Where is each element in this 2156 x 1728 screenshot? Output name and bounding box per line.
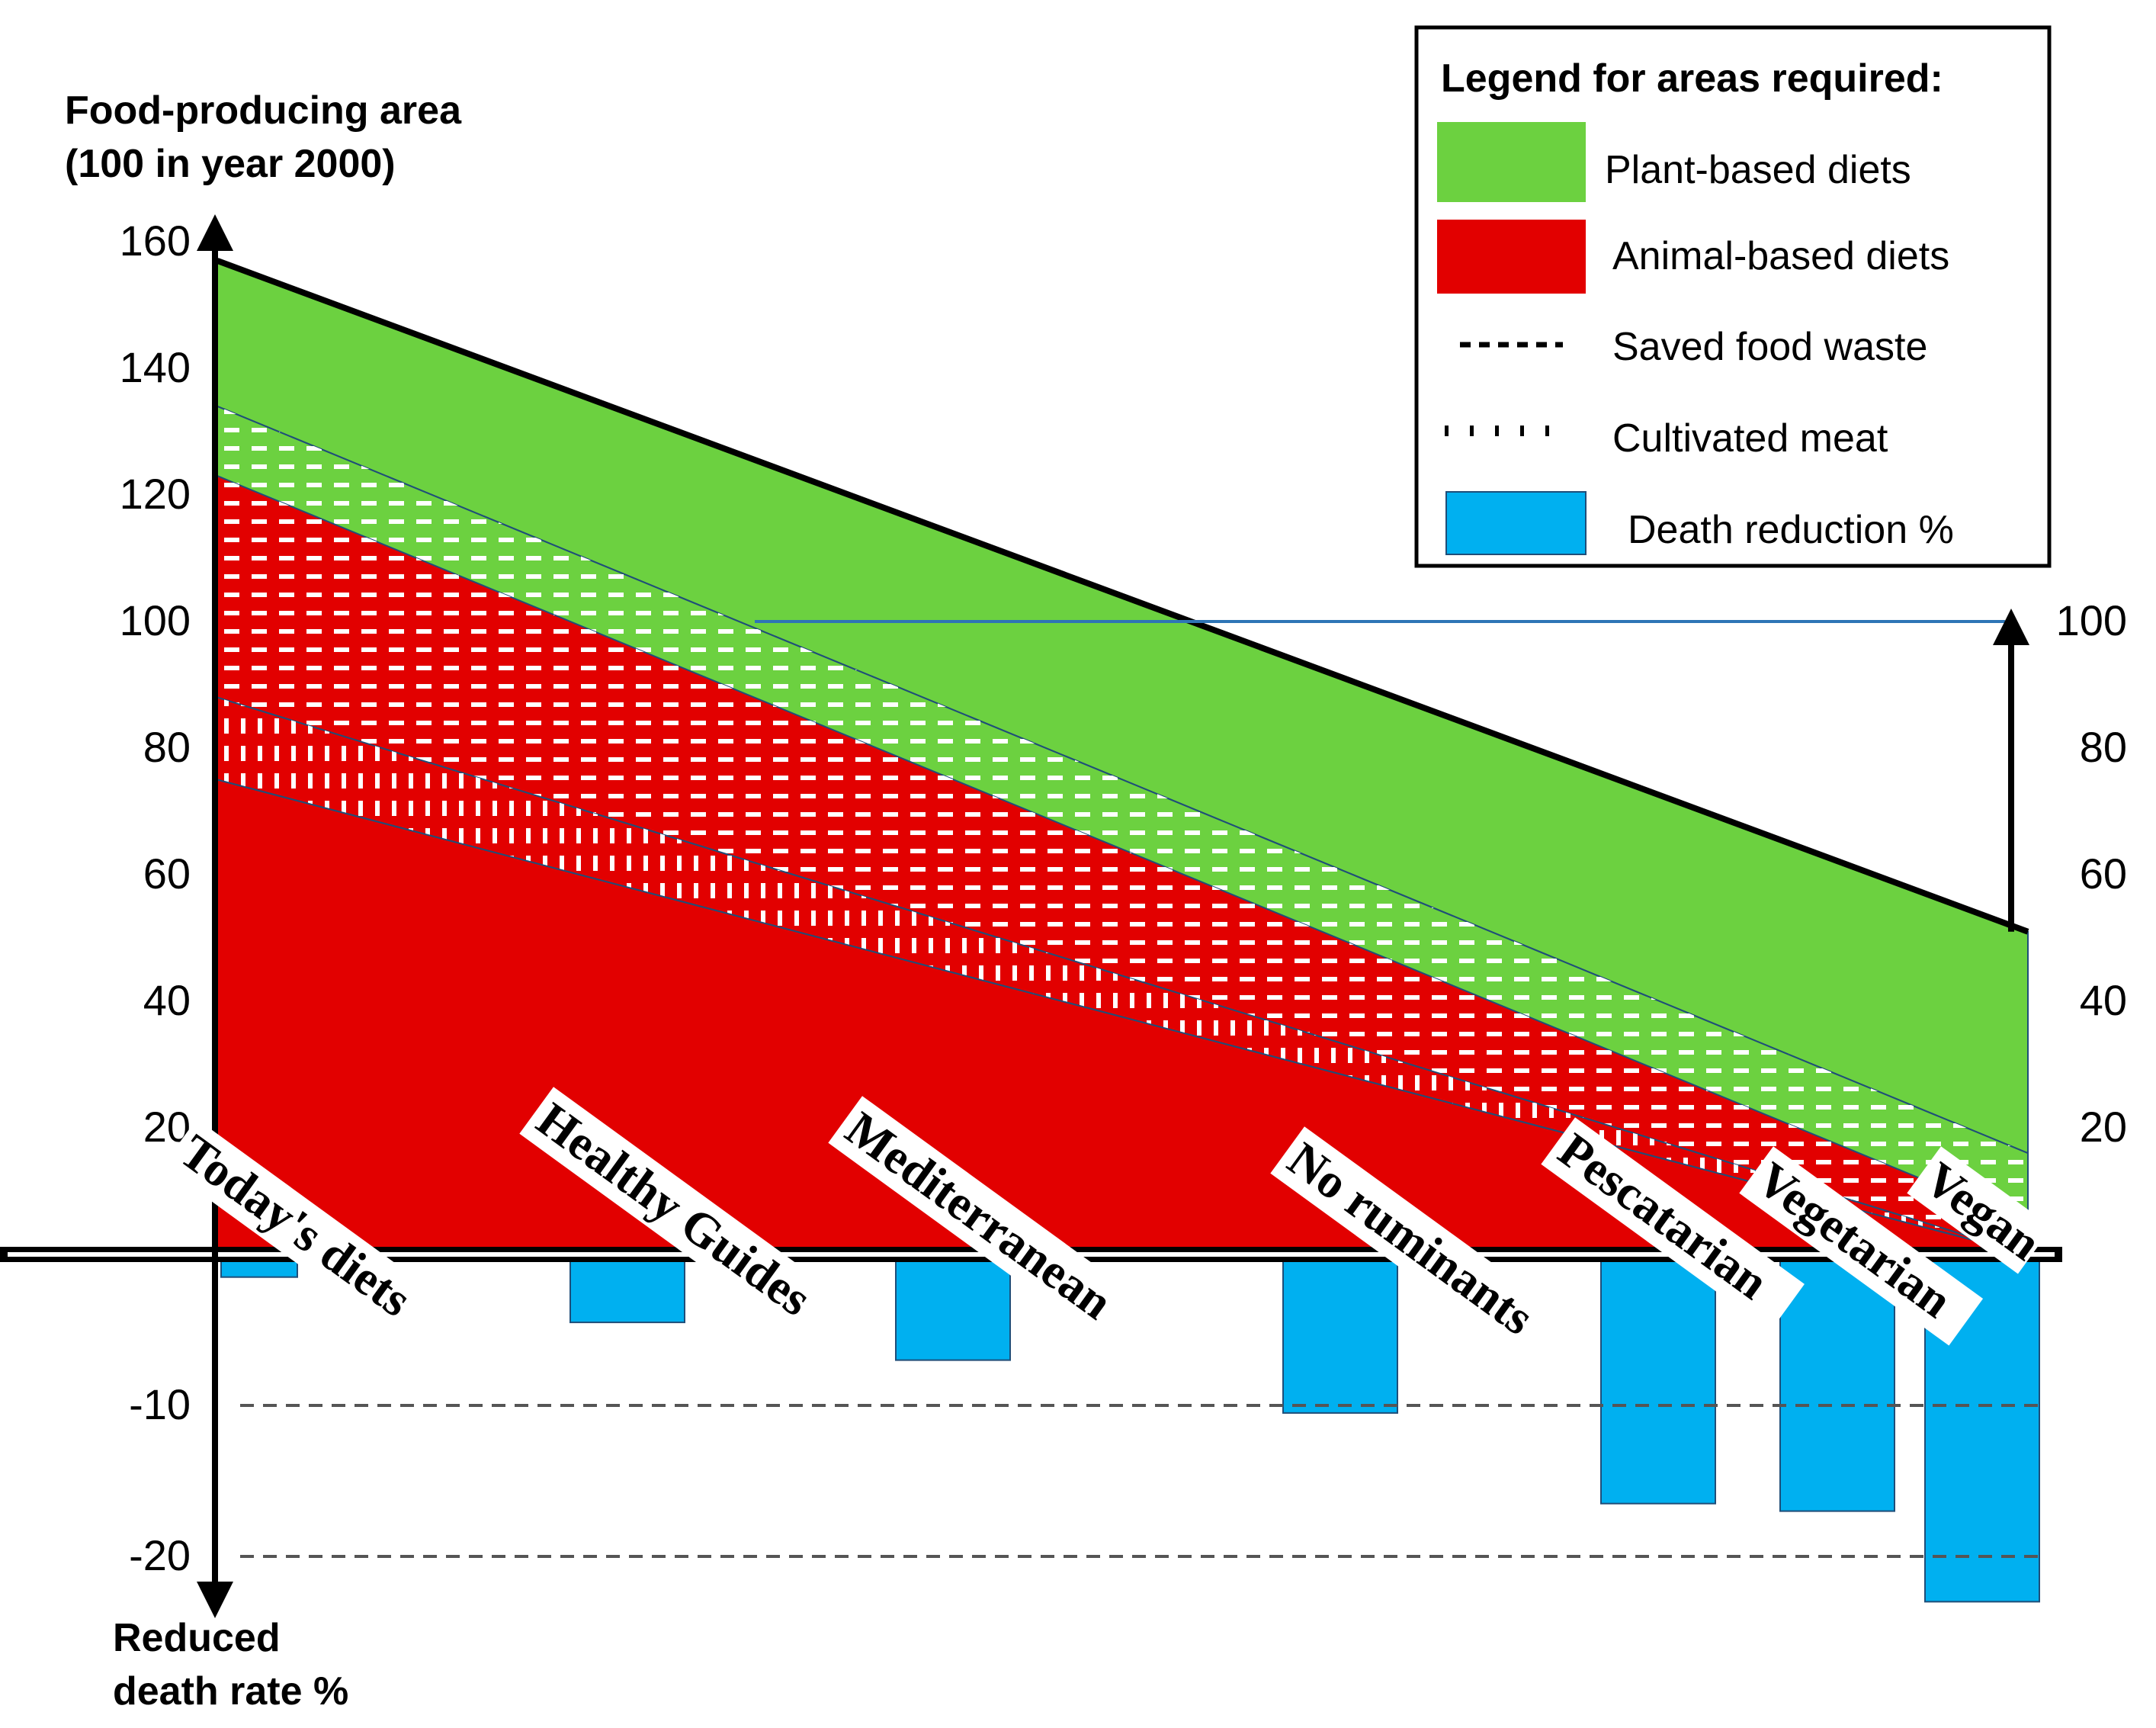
category-label-bg-5 bbox=[1739, 1146, 1984, 1346]
category-label-bg-0 bbox=[162, 1119, 466, 1361]
legend-label-waste: Saved food waste bbox=[1612, 325, 1927, 369]
category-label-bg-2 bbox=[828, 1096, 1131, 1338]
right-tick-60: 60 bbox=[2080, 850, 2127, 898]
category-label-bg-6 bbox=[1907, 1146, 2052, 1274]
legend-swatch-death bbox=[1445, 491, 1587, 555]
animal-cultivated-upper-hatch bbox=[217, 476, 2028, 1254]
legend-label-death: Death reduction % bbox=[1628, 508, 1954, 552]
category-label-bg-3 bbox=[1270, 1126, 1554, 1355]
legend-swatch-plant bbox=[1437, 122, 1586, 202]
y-axis-bottom-label-line1: Reduced bbox=[113, 1616, 281, 1660]
legend: Legend for areas required: Plant-based d… bbox=[1414, 25, 2052, 568]
right-tick-20: 20 bbox=[2080, 1103, 2127, 1151]
left-tick-60: 60 bbox=[143, 850, 191, 898]
legend-label-cultivated: Cultivated meat bbox=[1612, 416, 1888, 461]
y-axis-label-line2: (100 in year 2000) bbox=[65, 142, 396, 186]
death-bar-4 bbox=[1600, 1257, 1716, 1505]
death-bar-1 bbox=[569, 1257, 685, 1324]
left-tick-160: 160 bbox=[120, 217, 191, 265]
legend-label-animal: Animal-based diets bbox=[1612, 234, 1949, 278]
category-label-bg-4 bbox=[1541, 1117, 1805, 1331]
saved-food-waste-line bbox=[216, 258, 2029, 935]
legend-title: Legend for areas required: bbox=[1441, 56, 1943, 101]
category-label-bg-1 bbox=[519, 1087, 842, 1344]
left-tick-120: 120 bbox=[120, 470, 191, 518]
right-tick-40: 40 bbox=[2080, 976, 2127, 1024]
left-tick-80: 80 bbox=[143, 723, 191, 771]
left-tick-140: 140 bbox=[120, 343, 191, 391]
right-tick-80: 80 bbox=[2080, 723, 2127, 771]
death-bar-2 bbox=[895, 1257, 1011, 1361]
left-tick--10: -10 bbox=[129, 1380, 191, 1428]
areas-layer bbox=[216, 258, 2029, 1256]
death-bar-3 bbox=[1282, 1257, 1398, 1414]
left-tick-40: 40 bbox=[143, 976, 191, 1024]
left-tick--20: -20 bbox=[129, 1531, 191, 1579]
legend-swatch-animal bbox=[1437, 220, 1586, 294]
animal-cultivated-lower-hatch bbox=[217, 697, 2028, 1254]
left-tick-100: 100 bbox=[120, 596, 191, 644]
right-tick-100: 100 bbox=[2056, 596, 2127, 644]
y-axis-label-line1: Food-producing area bbox=[65, 88, 462, 133]
legend-frame bbox=[1414, 25, 2052, 568]
legend-label-plant: Plant-based diets bbox=[1605, 148, 1911, 192]
death-bar-5 bbox=[1779, 1257, 1895, 1512]
y-axis-bottom-label-line2: death rate % bbox=[113, 1669, 348, 1714]
